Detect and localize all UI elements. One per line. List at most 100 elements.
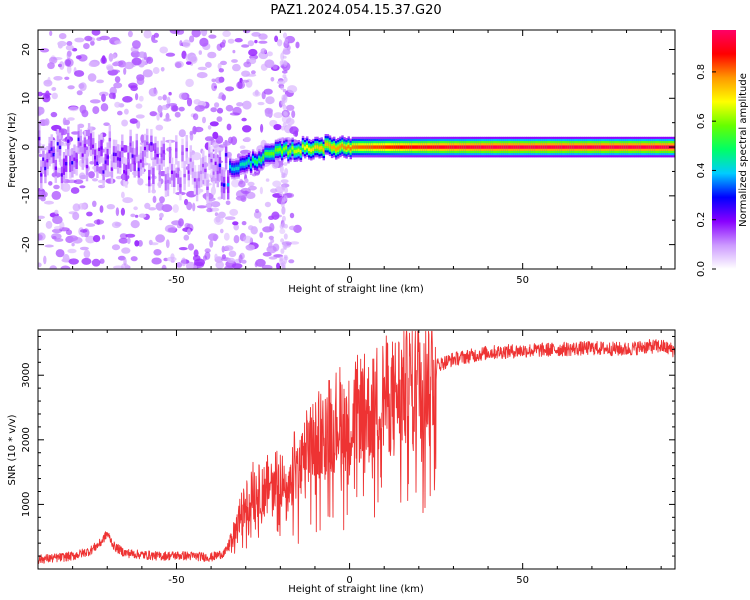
spectrogram-speckle	[131, 57, 142, 66]
spectrogram-speckle	[52, 236, 57, 240]
spectrogram-ridge-cell	[185, 148, 188, 152]
spectrogram-speckle	[152, 195, 157, 203]
spectrogram-speckle	[273, 124, 282, 131]
spectrogram-speckle	[68, 106, 79, 112]
spectrogram-ridge-cell	[52, 153, 55, 157]
spectrogram-speckle	[67, 117, 75, 121]
spectrogram-ridge-cell	[112, 152, 116, 156]
spectrogram-speckle	[66, 65, 72, 74]
spectrogram-speckle	[210, 107, 217, 113]
spectrogram-speckle	[217, 63, 222, 70]
spectrogram-ridge-cell	[524, 145, 527, 149]
spectrogram-ridge-cell	[69, 162, 72, 166]
spectrogram-ridge-cell	[202, 163, 205, 168]
spectrogram-ridge-cell	[301, 144, 305, 148]
spectrogram-ridge-cell	[141, 157, 145, 161]
spectrogram-speckle	[203, 255, 207, 261]
spectrogram-ridge-cell	[395, 145, 398, 149]
spectrogram-speckle	[288, 225, 296, 231]
spectrogram-speckle	[149, 111, 158, 117]
spectrogram-ridge-cell	[220, 182, 224, 186]
spectrogram-ridge-cell	[389, 145, 392, 149]
spectrogram-ridge-cell	[135, 146, 139, 151]
spectrogram-speckle	[248, 57, 257, 65]
spectrogram-speckle	[252, 173, 257, 177]
spectrogram-ridge-cell	[403, 145, 407, 149]
spectrogram-speckle	[221, 254, 226, 260]
spectrogram-speckle	[157, 105, 163, 114]
spectrogram-ridge-cell	[559, 145, 562, 149]
spectrogram-speckle	[223, 232, 230, 241]
spectrogram-speckle	[276, 39, 283, 47]
spectrogram-ridge-cell	[235, 166, 238, 171]
spectrogram-ridge-cell	[195, 184, 199, 189]
spectrogram-speckle	[108, 92, 116, 99]
spectrogram-ridge-cell	[488, 145, 492, 149]
spectrogram-ridge-cell	[187, 170, 191, 174]
spectrogram-speckle	[214, 212, 219, 217]
spectrogram-speckle	[214, 76, 223, 84]
spectrogram-speckle	[123, 257, 127, 266]
spectrogram-speckle	[169, 30, 180, 34]
spectrogram-ridge-cell	[189, 158, 193, 162]
spectrogram-speckle	[261, 91, 266, 100]
spectrogram-speckle	[103, 122, 110, 126]
spectrogram-speckle	[79, 246, 89, 251]
spectrogram-speckle	[59, 61, 65, 70]
spectrogram-ridge-cell	[515, 145, 519, 149]
spectrogram-speckle	[192, 202, 196, 212]
spectrogram-speckle	[243, 61, 252, 68]
spectrogram-speckle	[42, 94, 51, 103]
spectrogram-speckle	[138, 213, 147, 218]
x-tick-label: 50	[516, 575, 529, 586]
spectrogram-panel: -50 0 50 -20 -10 0 10 20 Height of straight lin…	[7, 29, 676, 295]
spectrogram-speckle	[67, 50, 72, 57]
spectrogram-speckle	[166, 96, 171, 105]
spectrogram-ridge-cell	[663, 145, 666, 149]
spectrogram-speckle	[138, 95, 144, 102]
spectrogram-ridge-cell	[592, 145, 596, 149]
spectrogram-ridge-cell	[650, 145, 654, 149]
spectrogram-speckle	[199, 105, 205, 109]
spectrogram-speckle	[281, 215, 286, 222]
spectrogram-ridge-cell	[104, 160, 107, 164]
spectrogram-ridge-cell	[154, 149, 157, 153]
spectrogram-ridge-cell	[183, 173, 186, 178]
spectrogram-speckle	[156, 112, 160, 121]
spectrogram-ridge-cell	[62, 165, 66, 169]
spectrogram-speckle	[44, 118, 50, 126]
spectrogram-ridge-cell	[42, 157, 45, 161]
spectrogram-ridge-cell	[478, 145, 481, 149]
spectrogram-ridge-cell	[339, 145, 342, 149]
spectrogram-speckle	[225, 86, 235, 92]
spectrogram-speckle	[96, 219, 101, 225]
spectrogram-ridge-cell	[133, 161, 136, 165]
spectrogram-ridge-cell	[638, 145, 641, 149]
spectrogram-speckle	[117, 110, 123, 116]
spectrogram-speckle	[127, 30, 133, 38]
spectrogram-ridge-cell	[94, 156, 97, 160]
spectrogram-speckle	[283, 60, 288, 67]
spectrogram-ridge-cell	[428, 145, 431, 149]
spectrogram-ridge-cell	[495, 145, 498, 149]
spectrogram-ridge-cell	[391, 145, 394, 149]
spectrogram-speckle	[283, 48, 287, 51]
spectrogram-ridge-cell	[270, 151, 274, 156]
spectrogram-ridge-cell	[283, 147, 286, 151]
spectrogram-ridge-cell	[245, 161, 249, 165]
spectrogram-speckle	[224, 265, 233, 269]
spectrogram-ridge-cell	[347, 145, 350, 149]
spectrogram-ridge-cell	[316, 145, 319, 149]
spectrogram-ridge-cell	[490, 145, 494, 149]
spectrogram-speckle	[122, 197, 134, 204]
spectrogram-speckle	[41, 191, 48, 198]
spectrogram-speckle	[100, 56, 107, 64]
spectrogram-speckle	[269, 222, 275, 232]
spectrogram-speckle	[155, 124, 164, 131]
spectrogram-ridge-cell	[426, 145, 429, 149]
spectrogram-ridge-cell	[615, 145, 618, 149]
spectrogram-speckle	[222, 39, 226, 45]
spectrogram-speckle	[135, 93, 139, 101]
spectrogram-ridge-cell	[646, 145, 650, 149]
spectrogram-speckle	[130, 50, 141, 58]
